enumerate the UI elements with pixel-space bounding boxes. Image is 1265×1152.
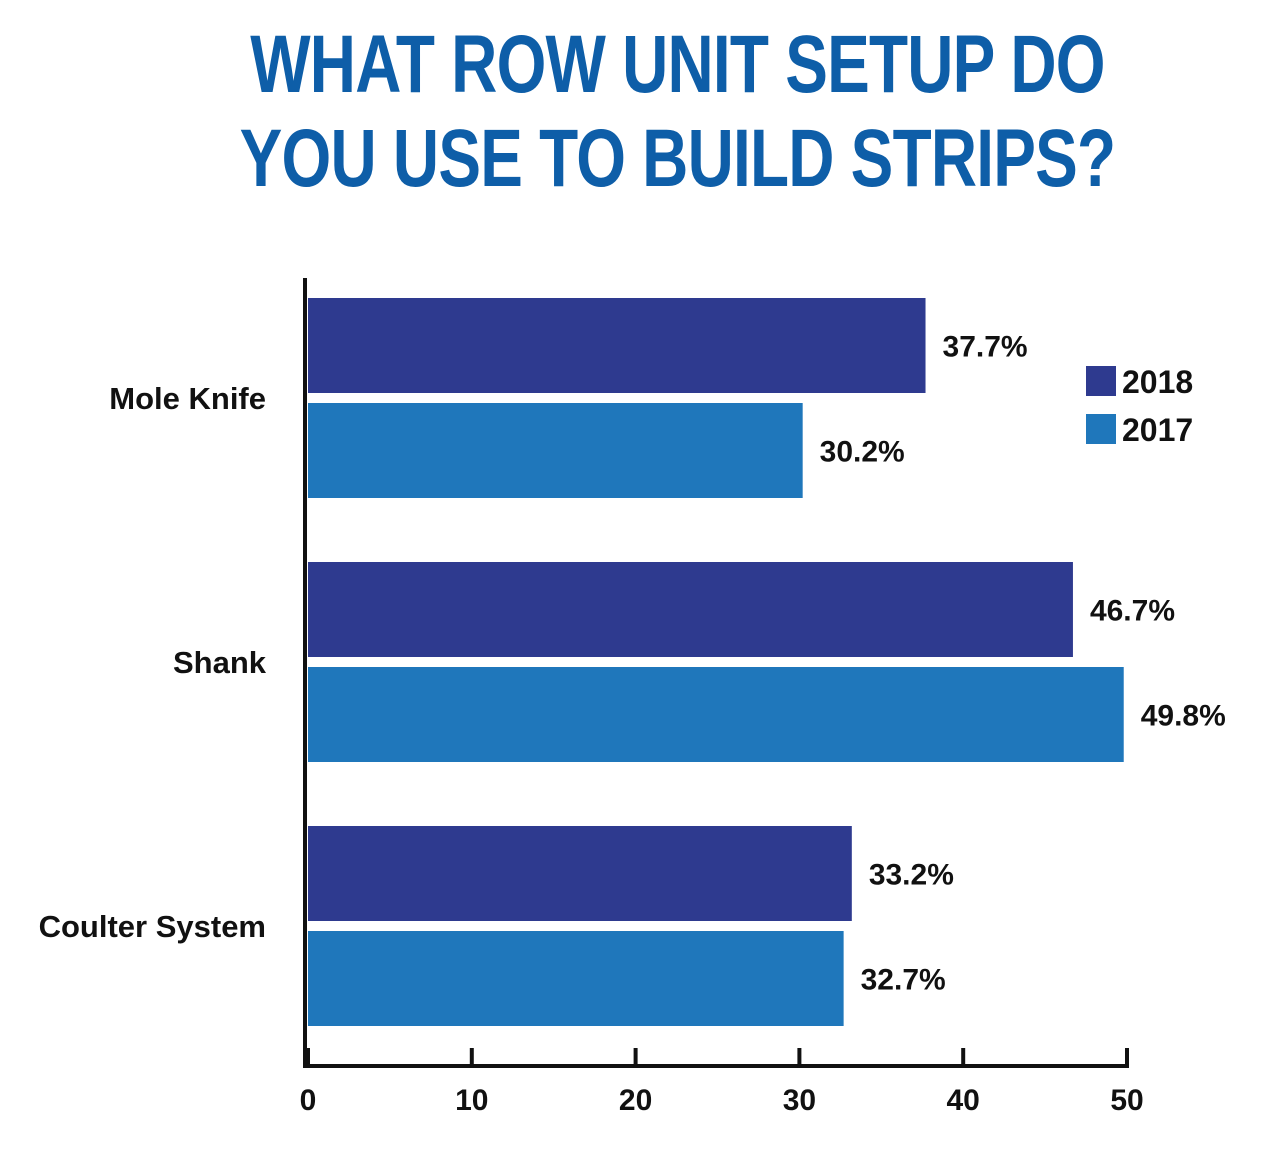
legend: 2018 2017 bbox=[1086, 364, 1193, 448]
value-label: 37.7% bbox=[943, 331, 1028, 364]
legend-label: 2018 bbox=[1122, 364, 1193, 400]
value-labels-group: 37.7% 30.2% 46.7% 49.8% 33.2% 32.7% bbox=[820, 331, 1226, 997]
value-label: 33.2% bbox=[869, 859, 954, 892]
x-ticks-group: 0 10 20 30 40 50 bbox=[300, 1048, 1144, 1117]
legend-swatch-2017 bbox=[1086, 414, 1116, 444]
category-label: Coulter System bbox=[39, 909, 266, 944]
category-label: Mole Knife bbox=[109, 381, 266, 416]
x-tick-label: 50 bbox=[1110, 1084, 1143, 1117]
bar-2017-0 bbox=[308, 403, 803, 498]
bars-group bbox=[308, 298, 1124, 1026]
bar-2018-1 bbox=[308, 562, 1073, 657]
value-label: 32.7% bbox=[861, 964, 946, 997]
title-wrap: WHAT ROW UNIT SETUP DO YOU USE TO BUILD … bbox=[0, 18, 1265, 206]
value-label: 46.7% bbox=[1090, 595, 1175, 628]
x-tick-label: 0 bbox=[300, 1084, 317, 1117]
category-labels-group: Mole Knife Shank Coulter System bbox=[39, 381, 267, 944]
category-label: Shank bbox=[173, 645, 267, 680]
x-tick-label: 20 bbox=[619, 1084, 652, 1117]
legend-swatch-2018 bbox=[1086, 366, 1116, 396]
bar-2018-0 bbox=[308, 298, 926, 393]
chart-title: WHAT ROW UNIT SETUP DO YOU USE TO BUILD … bbox=[239, 19, 1116, 204]
value-label: 30.2% bbox=[820, 436, 905, 469]
bar-2018-2 bbox=[308, 826, 852, 921]
bar-2017-1 bbox=[308, 667, 1124, 762]
legend-label: 2017 bbox=[1122, 412, 1193, 448]
x-tick-label: 10 bbox=[455, 1084, 488, 1117]
value-label: 49.8% bbox=[1141, 700, 1226, 733]
bar-2017-2 bbox=[308, 931, 844, 1026]
x-tick-label: 30 bbox=[783, 1084, 816, 1117]
x-tick-label: 40 bbox=[947, 1084, 980, 1117]
